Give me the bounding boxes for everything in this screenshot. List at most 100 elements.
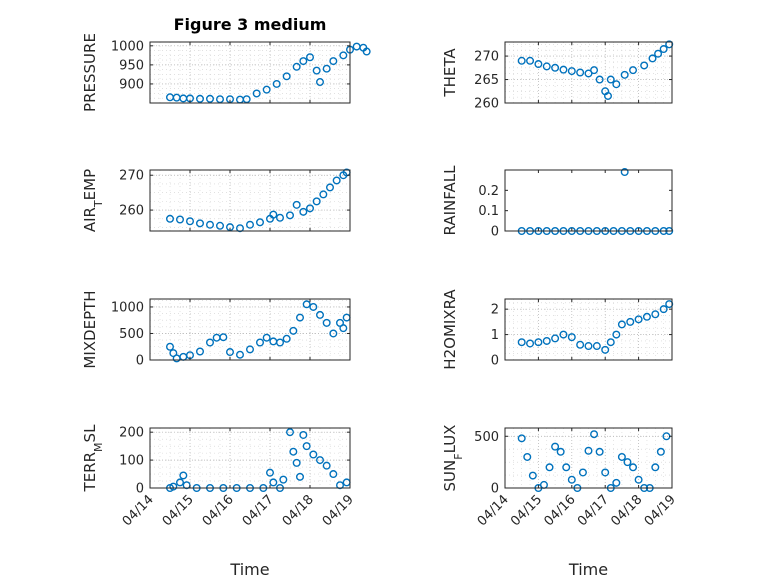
data-point xyxy=(545,463,554,472)
data-point xyxy=(316,310,325,319)
data-point xyxy=(559,65,568,74)
data-point xyxy=(528,471,537,480)
x-tick-label: 04/17 xyxy=(240,492,277,529)
data-point xyxy=(606,338,615,347)
data-point xyxy=(269,210,278,219)
x-tick-label: 04/17 xyxy=(575,492,612,529)
data-point xyxy=(517,434,526,443)
x-tick-label: 04/18 xyxy=(280,492,317,529)
y-tick-label: 1 xyxy=(491,328,499,343)
y-tick-label: 0.1 xyxy=(478,204,499,219)
data-point xyxy=(329,329,338,338)
data-point xyxy=(306,204,315,213)
y-tick-label: 1000 xyxy=(111,39,144,54)
ylabel-part: EMP xyxy=(81,169,99,200)
axes-box xyxy=(149,41,351,104)
data-point xyxy=(567,333,576,342)
axes-box xyxy=(504,427,673,489)
y-axis-label: H2OMIXRA xyxy=(441,289,459,370)
data-point xyxy=(296,472,305,481)
data-point xyxy=(299,207,308,216)
ylabel-part: SL xyxy=(81,424,99,443)
y-tick-label: 950 xyxy=(119,58,144,73)
data-point xyxy=(656,447,665,456)
data-point xyxy=(256,218,265,227)
data-point xyxy=(592,342,601,351)
y-tick-label: 500 xyxy=(119,327,144,342)
y-axis-label: THETA xyxy=(441,48,459,98)
data-point xyxy=(175,215,184,224)
data-point xyxy=(648,54,657,63)
data-point xyxy=(296,313,305,322)
data-point xyxy=(205,220,214,229)
data-point xyxy=(612,80,621,89)
data-point xyxy=(195,347,204,356)
x-tick-label: 04/19 xyxy=(642,492,679,529)
data-point xyxy=(578,468,587,477)
data-point xyxy=(640,61,649,70)
data-point xyxy=(289,447,298,456)
data-point xyxy=(620,168,629,177)
data-point xyxy=(302,442,311,451)
subplot-5: 0 500 1000 MIXDEPTH xyxy=(81,290,351,369)
data-point xyxy=(322,318,331,327)
y-tick-label: 270 xyxy=(474,50,499,65)
data-point xyxy=(542,62,551,71)
axes-box xyxy=(149,298,351,361)
axes-box xyxy=(504,298,673,361)
data-point xyxy=(584,446,593,455)
data-point xyxy=(634,475,643,484)
data-point xyxy=(312,197,321,206)
data-point xyxy=(316,456,325,465)
y-tick-label: 0.2 xyxy=(478,184,499,199)
data-point xyxy=(551,334,560,343)
data-point xyxy=(659,45,668,54)
data-point xyxy=(262,85,271,94)
x-tick-label: 04/15 xyxy=(508,492,545,529)
data-point xyxy=(576,340,585,349)
data-point xyxy=(576,68,585,77)
axes-box xyxy=(149,427,351,489)
ylabel-subscript: T xyxy=(92,200,105,208)
data-point xyxy=(316,78,325,87)
data-point xyxy=(601,345,610,354)
data-point xyxy=(551,63,560,72)
data-point xyxy=(205,94,214,103)
subplot-7: 0 100 200 TERRMSL 04/14 04/15 04/16 04/17 04/18 0… xyxy=(81,424,357,579)
data-point xyxy=(165,342,174,351)
data-point xyxy=(339,324,348,333)
data-point xyxy=(612,330,621,339)
x-tick-label: 04/19 xyxy=(320,492,357,529)
y-tick-label: 0 xyxy=(136,482,144,497)
data-point xyxy=(551,442,560,451)
data-point xyxy=(195,219,204,228)
data-point xyxy=(326,183,335,192)
ylabel-subscript: M xyxy=(92,442,105,452)
data-point xyxy=(620,70,629,79)
data-point xyxy=(659,305,668,314)
data-point xyxy=(322,461,331,470)
y-tick-label: 1000 xyxy=(111,300,144,315)
y-axis-label: SUNFLUX xyxy=(441,425,465,492)
data-point xyxy=(601,468,610,477)
data-point xyxy=(595,447,604,456)
x-tick-label: 04/15 xyxy=(160,492,197,529)
x-tick-label: 04/14 xyxy=(475,492,512,529)
data-point xyxy=(595,75,604,84)
data-point xyxy=(195,94,204,103)
data-point xyxy=(542,336,551,345)
y-axis-label: TERRMSL xyxy=(81,424,105,493)
data-point xyxy=(606,75,615,84)
data-point xyxy=(286,211,295,220)
y-tick-label: 2 xyxy=(491,303,499,318)
data-point xyxy=(339,51,348,60)
data-point xyxy=(534,338,543,347)
plot-area xyxy=(150,299,350,360)
y-axis-label: PRESSURE xyxy=(81,33,99,112)
y-tick-label: 0 xyxy=(136,354,144,369)
data-point xyxy=(312,66,321,75)
data-point xyxy=(242,95,251,104)
data-point xyxy=(626,317,635,326)
y-tick-label: 0 xyxy=(491,482,499,497)
data-point xyxy=(276,338,285,347)
